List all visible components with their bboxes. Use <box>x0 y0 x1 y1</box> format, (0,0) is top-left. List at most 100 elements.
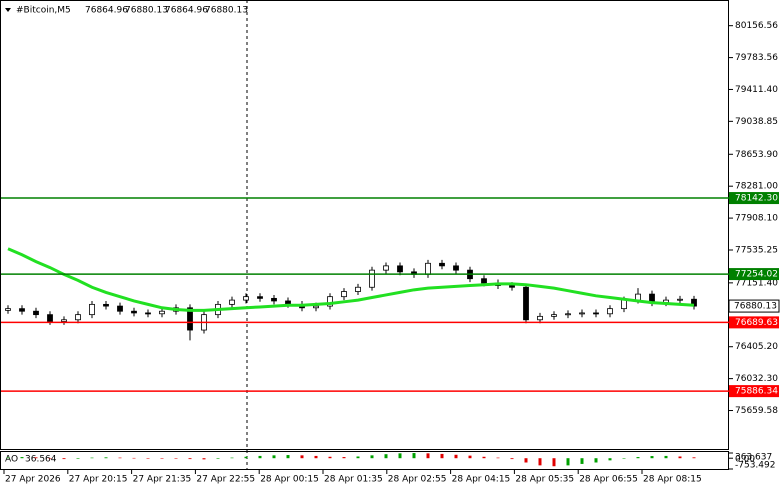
ohlc-close: 76880.13 <box>205 6 248 16</box>
y-tick-label: 79411.40 <box>735 85 778 95</box>
candle-body <box>187 307 193 331</box>
candle-body <box>621 299 627 310</box>
symbol-title: #Bitcoin,M5 <box>16 6 71 16</box>
candle-body <box>341 291 347 298</box>
ao-bar <box>678 456 682 459</box>
ao-bar <box>132 457 136 459</box>
main-frame <box>0 0 729 450</box>
ao-bar <box>426 453 430 459</box>
x-tick-label: 28 Apr 04:15 <box>452 475 511 485</box>
candle-body <box>75 314 81 321</box>
x-tick-label: 28 Apr 01:35 <box>324 475 383 485</box>
y-tick-label: 79783.56 <box>735 53 778 63</box>
ao-bar <box>174 458 178 459</box>
candle-body <box>551 314 557 317</box>
ao-bar <box>34 457 38 459</box>
moving-average <box>7 247 695 312</box>
ao-bar <box>76 458 80 459</box>
ao-bar <box>356 456 360 459</box>
ao-bar <box>146 458 150 459</box>
candle-body <box>397 265 403 273</box>
ao-bar <box>300 455 304 459</box>
candle-body <box>229 299 235 305</box>
ao-bar <box>342 457 346 459</box>
ao-bar <box>258 455 262 459</box>
y-tick-label: 77535.25 <box>735 246 778 256</box>
level-label: 78142.30 <box>735 194 778 204</box>
y-tick-label: -753.492 <box>735 461 775 471</box>
candle-body <box>159 310 165 315</box>
y-tick-label: 77908.10 <box>735 214 778 224</box>
ohlc-open: 76864.96 <box>85 6 128 16</box>
x-tick-label: 27 Apr 20:15 <box>69 475 128 485</box>
ohlc-low: 76864.96 <box>165 6 208 16</box>
y-tick-label: 78281.00 <box>735 182 778 192</box>
ao-bar <box>48 458 52 459</box>
menu-arrow[interactable] <box>5 8 11 12</box>
candle-body <box>425 262 431 275</box>
ao-bar <box>594 458 598 463</box>
candle-body <box>509 285 515 288</box>
y-tick-label: 78653.90 <box>735 150 778 160</box>
ao-bar <box>216 458 220 459</box>
ao-bar <box>692 457 696 459</box>
ao-bar <box>524 458 528 463</box>
candle-body <box>131 310 137 314</box>
y-tick-label: 80156.56 <box>735 21 778 31</box>
candle-body <box>327 296 333 307</box>
candle-body <box>369 269 375 288</box>
candle-body <box>89 303 95 316</box>
y-tick-label: 0.00 <box>735 455 755 465</box>
candle-body <box>593 312 599 315</box>
y-tick-label: 76032.30 <box>735 374 778 384</box>
candle-body <box>257 296 263 299</box>
ao-frame <box>0 451 729 470</box>
ao-bar <box>496 457 500 459</box>
candle-body <box>481 278 487 284</box>
ao-bar <box>370 455 374 459</box>
candle-body <box>677 298 683 301</box>
ao-bar <box>286 455 290 459</box>
candle-body <box>383 265 389 271</box>
ao-bar <box>566 458 570 466</box>
ao-bar <box>440 453 444 459</box>
x-tick-label: 28 Apr 00:15 <box>260 475 319 485</box>
ao-bar <box>244 456 248 459</box>
candle-body <box>61 319 67 322</box>
ao-bar <box>454 454 458 459</box>
level-label-box <box>729 385 779 398</box>
ao-bar <box>580 458 584 464</box>
x-tick-label: 28 Apr 02:55 <box>388 475 447 485</box>
ao-bar <box>384 454 388 459</box>
x-tick-label: 28 Apr 06:55 <box>579 475 638 485</box>
ao-bar <box>412 453 416 459</box>
ao-bar <box>664 455 668 459</box>
ao-bar <box>188 458 192 460</box>
ao-bar <box>468 455 472 459</box>
ao-bar <box>20 457 24 459</box>
ao-bar <box>538 458 542 466</box>
level-label-box <box>729 192 779 205</box>
ao-bar <box>104 457 108 459</box>
candle-body <box>5 308 11 311</box>
level-label-box <box>729 268 779 281</box>
ao-bar <box>230 457 234 459</box>
ao-bar <box>552 458 556 467</box>
ao-bar <box>608 458 612 461</box>
x-tick-label: 27 Apr 22:55 <box>196 475 255 485</box>
candle-body <box>47 314 53 322</box>
candle-body <box>243 296 249 301</box>
candle-body <box>523 286 529 321</box>
level-label: 77254.02 <box>735 270 778 280</box>
ao-bar <box>6 457 10 459</box>
y-tick-label: 363.637 <box>735 453 772 463</box>
y-tick-label: 76405.20 <box>735 342 778 352</box>
level-label: 75886.34 <box>735 387 778 397</box>
last-price-label: 76880.13 <box>734 302 777 312</box>
last-price-box <box>728 299 780 313</box>
ao-bar <box>328 456 332 459</box>
candle-body <box>33 310 39 316</box>
candle-body <box>691 298 697 307</box>
candle-body <box>537 315 543 321</box>
candle-body <box>565 313 571 316</box>
